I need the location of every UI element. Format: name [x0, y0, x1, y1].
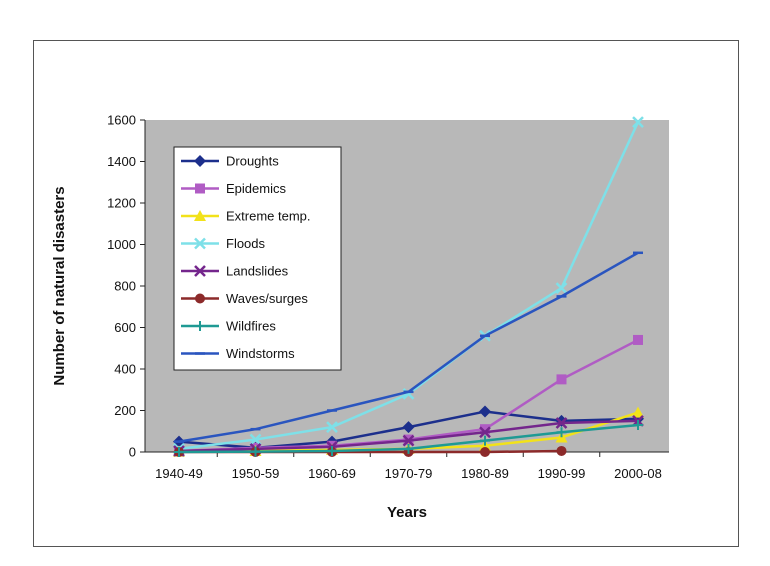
legend-label: Windstorms [226, 346, 295, 361]
legend-item: Extreme temp. [181, 209, 311, 224]
y-axis-ticks: 0 200 400 600 800 1000 1200 1400 1600 [107, 113, 145, 460]
data-point [480, 447, 490, 457]
legend-item: Landslides [181, 264, 289, 279]
data-point [555, 282, 568, 294]
data-point [479, 426, 491, 439]
data-point [556, 427, 567, 438]
legend-item: Floods [181, 236, 266, 251]
x-tick-label: 2000-08 [614, 466, 662, 481]
series-windstorms [174, 251, 643, 443]
y-tick-label: 1200 [107, 196, 136, 211]
data-point [402, 421, 415, 434]
legend-label: Epidemics [226, 181, 286, 196]
data-point [556, 374, 567, 385]
series-floods [173, 116, 644, 455]
data-point [480, 424, 490, 435]
legend-item: Epidemics [181, 181, 286, 196]
y-tick-label: 1400 [107, 154, 136, 169]
legend-marker [194, 210, 206, 221]
line-chart: 0 200 400 600 800 1000 1200 1400 1600 1940-49 195… [51, 113, 669, 521]
legend-label: Floods [226, 236, 266, 251]
x-axis-label: Years [387, 504, 427, 521]
legend-marker [195, 183, 205, 194]
y-tick-label: 200 [114, 403, 136, 418]
legend-item: Droughts [181, 154, 279, 169]
legend-marker [194, 155, 206, 167]
chart-frame: 0 200 400 600 800 1000 1200 1400 1600 1940-49 195… [33, 40, 739, 547]
legend: Droughts Epidemics Extreme temp. Floods Land… [173, 146, 342, 371]
legend-marker [194, 237, 206, 250]
data-point [403, 443, 414, 454]
legend-marker [195, 321, 205, 331]
y-tick-label: 0 [129, 445, 136, 460]
y-tick-label: 1600 [107, 113, 136, 128]
x-tick-label: 1970-79 [385, 466, 433, 481]
y-tick-label: 400 [114, 362, 136, 377]
x-tick-label: 1950-59 [232, 466, 280, 481]
data-point [479, 405, 491, 418]
data-point [633, 334, 643, 345]
x-tick-label: 1960-69 [308, 466, 356, 481]
data-point [480, 435, 490, 446]
legend-item: Wildfires [181, 319, 276, 334]
legend-label: Landslides [226, 264, 289, 279]
x-tick-label: 1940-49 [155, 466, 203, 481]
data-point [174, 447, 184, 457]
legend-label: Extreme temp. [226, 209, 311, 224]
legend-label: Waves/surges [226, 291, 308, 306]
x-axis-ticks: 1940-49 1950-59 1960-69 1970-79 1980-89 1990-… [155, 452, 662, 481]
data-point [402, 434, 415, 447]
legend-label: Wildfires [226, 319, 276, 334]
y-tick-label: 800 [114, 279, 136, 294]
x-tick-label: 1980-89 [461, 466, 509, 481]
data-point [633, 420, 643, 431]
data-point [556, 445, 567, 456]
legend-label: Droughts [226, 154, 279, 169]
series-wildfires [174, 420, 643, 457]
data-point [327, 445, 337, 456]
data-point [555, 417, 568, 429]
data-point [326, 421, 338, 433]
series-layer [173, 116, 644, 457]
legend-item: Windstorms [181, 346, 295, 361]
data-point [249, 433, 262, 446]
y-axis-label: Number of natural disasters [51, 186, 68, 385]
x-tick-label: 1990-99 [538, 466, 586, 481]
legend-item: Waves/surges [181, 291, 308, 306]
data-point [632, 116, 644, 128]
data-point [250, 446, 261, 457]
y-tick-label: 600 [114, 320, 136, 335]
data-point [632, 406, 644, 418]
legend-marker [194, 265, 206, 277]
legend-marker [195, 293, 205, 304]
y-tick-label: 1000 [107, 237, 136, 252]
